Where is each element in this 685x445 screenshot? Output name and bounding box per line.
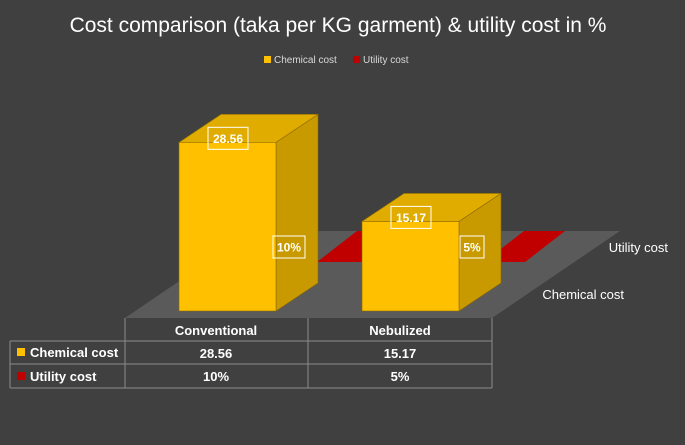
data-label-utility-conventional: 10% — [272, 235, 306, 259]
data-table: Conventional Nebulized Chemical cost 28.… — [9, 318, 493, 389]
table-row-label-utility: Utility cost — [30, 369, 97, 384]
value-labels: 28.56 10% 15.17 5% — [207, 126, 485, 259]
bar-utility-nebulized — [484, 231, 565, 262]
svg-text:15.17: 15.17 — [396, 211, 426, 225]
table-swatch-utility — [17, 372, 25, 380]
table-swatch-chemical — [17, 348, 25, 356]
legend-swatch-utility — [353, 56, 360, 63]
bar-chemical-nebulized — [361, 192, 502, 312]
bars — [178, 113, 565, 312]
table-cell-utility-conventional: 10% — [203, 369, 229, 384]
svg-text:28.56: 28.56 — [213, 132, 243, 146]
table-header-nebulized: Nebulized — [369, 323, 430, 338]
legend: Chemical cost Utility cost — [264, 55, 409, 66]
legend-label-utility: Utility cost — [363, 55, 409, 66]
bar-chemical-conventional — [178, 113, 319, 312]
data-label-utility-nebulized: 5% — [459, 235, 485, 259]
data-label-chemical-nebulized: 15.17 — [390, 205, 432, 229]
depth-label-utility: Utility cost — [609, 240, 669, 255]
table-cell-chemical-nebulized: 15.17 — [384, 346, 417, 361]
table-header-conventional: Conventional — [175, 323, 257, 338]
legend-swatch-chemical — [264, 56, 271, 63]
table-row-label-chemical: Chemical cost — [30, 345, 119, 360]
table-cell-chemical-conventional: 28.56 — [200, 346, 233, 361]
data-label-chemical-conventional: 28.56 — [207, 126, 249, 150]
table-cell-utility-nebulized: 5% — [391, 369, 410, 384]
legend-label-chemical: Chemical cost — [274, 55, 337, 66]
chart-title: Cost comparison (taka per KG garment) & … — [70, 14, 607, 37]
depth-label-chemical: Chemical cost — [542, 287, 624, 302]
svg-text:5%: 5% — [463, 241, 481, 255]
svg-text:10%: 10% — [277, 241, 301, 255]
